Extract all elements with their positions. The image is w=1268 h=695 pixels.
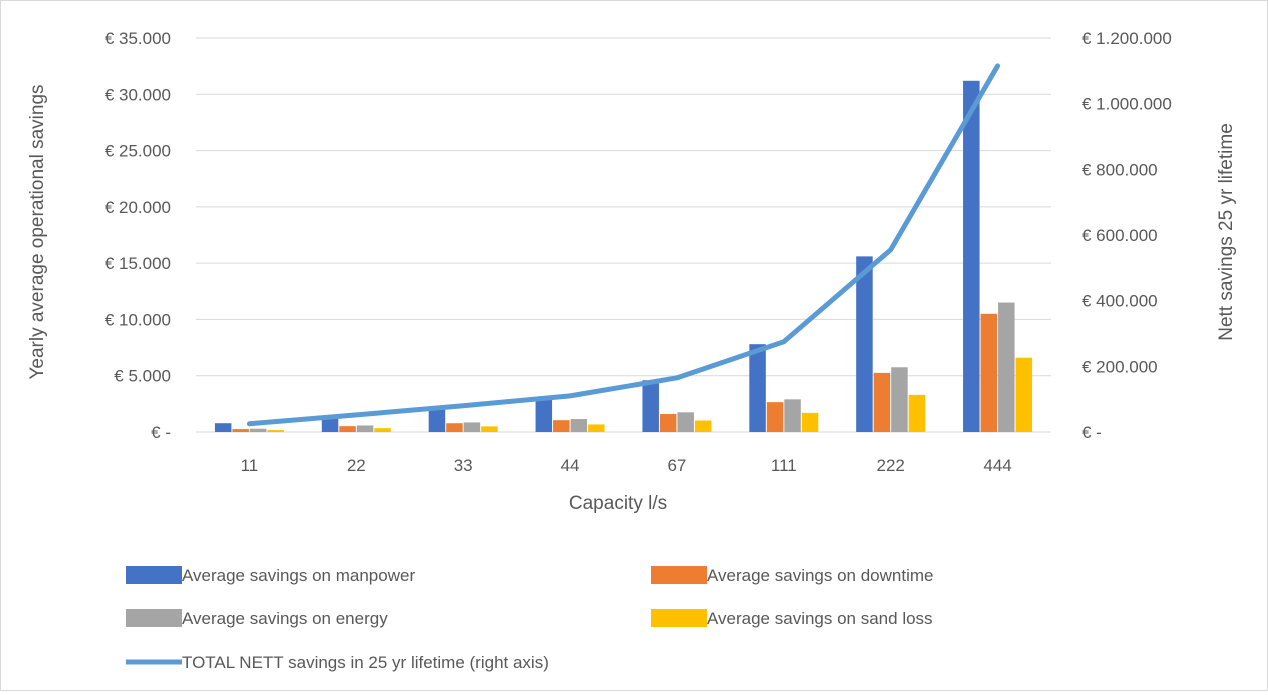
bar bbox=[963, 80, 980, 432]
legend-swatch bbox=[651, 566, 707, 584]
legend: Average savings on manpower Average savin… bbox=[126, 566, 934, 672]
x-tick-label: 11 bbox=[241, 456, 259, 475]
bar bbox=[321, 416, 339, 432]
x-tick-label: 222 bbox=[877, 456, 905, 475]
bar bbox=[891, 367, 908, 432]
y-axis-ticks: € - € 5.000 € 10.000 € 15.000 € 20.000 € 25.0… bbox=[105, 29, 171, 442]
bar bbox=[694, 420, 712, 432]
bar bbox=[463, 422, 481, 432]
bars bbox=[214, 80, 1033, 432]
y2-tick-label: € 400.000 bbox=[1082, 292, 1158, 311]
bar bbox=[339, 426, 356, 432]
bar bbox=[553, 420, 570, 432]
y-tick-label: € - bbox=[151, 423, 171, 442]
y2-tick-label: € 600.000 bbox=[1082, 226, 1158, 245]
bar bbox=[766, 402, 784, 432]
series-line bbox=[246, 63, 1001, 427]
x-axis-ticks: 11 22 33 44 67 111 222 444 bbox=[241, 456, 1012, 475]
bar bbox=[356, 425, 374, 432]
y-tick-label: € 25.000 bbox=[105, 142, 171, 161]
x-tick-label: 44 bbox=[561, 456, 580, 475]
bar bbox=[856, 256, 873, 432]
bar bbox=[428, 407, 446, 432]
bar bbox=[588, 424, 605, 432]
x-tick-label: 111 bbox=[771, 456, 797, 475]
bar bbox=[1015, 357, 1033, 432]
x-tick-label: 444 bbox=[983, 456, 1011, 475]
y2-tick-label: € 1.000.000 bbox=[1082, 95, 1172, 114]
x-axis-title: Capacity l/s bbox=[569, 493, 667, 514]
line-series bbox=[246, 63, 1001, 427]
bar bbox=[659, 413, 677, 432]
bar bbox=[749, 344, 766, 432]
legend-swatch bbox=[126, 566, 182, 584]
legend-label: Average savings on manpower bbox=[182, 566, 415, 585]
y-axis-title: Yearly average operational savings bbox=[27, 84, 48, 379]
bar bbox=[570, 419, 588, 432]
bar bbox=[784, 399, 801, 432]
x-tick-label: 33 bbox=[454, 456, 473, 475]
y2-tick-label: € 1.200.000 bbox=[1082, 29, 1172, 48]
bar bbox=[446, 423, 463, 432]
bar bbox=[998, 302, 1015, 432]
y-tick-label: € 5.000 bbox=[114, 367, 171, 386]
bar bbox=[642, 380, 659, 432]
x-tick-label: 22 bbox=[347, 456, 366, 475]
bar bbox=[249, 428, 267, 432]
y-tick-label: € 15.000 bbox=[105, 254, 171, 273]
legend-swatch bbox=[126, 609, 182, 627]
bar bbox=[374, 428, 391, 432]
bar bbox=[481, 426, 498, 432]
bar bbox=[873, 372, 891, 432]
y-tick-label: € 35.000 bbox=[105, 29, 171, 48]
bar bbox=[677, 412, 694, 432]
bar bbox=[214, 423, 232, 432]
bar bbox=[801, 412, 819, 432]
bar bbox=[908, 394, 926, 432]
legend-label: Average savings on energy bbox=[182, 609, 388, 628]
bar bbox=[535, 399, 553, 432]
y-tick-label: € 10.000 bbox=[105, 310, 171, 329]
y2-tick-label: € 200.000 bbox=[1082, 357, 1158, 376]
y-tick-label: € 20.000 bbox=[105, 198, 171, 217]
legend-label: Average savings on sand loss bbox=[707, 609, 933, 628]
y2-axis-title: Nett savings 25 yr lifetime bbox=[1216, 123, 1237, 341]
bar bbox=[980, 313, 998, 432]
legend-label: TOTAL NETT savings in 25 yr lifetime (ri… bbox=[182, 653, 549, 672]
y2-tick-label: € - bbox=[1082, 423, 1102, 442]
x-tick-label: 67 bbox=[667, 456, 686, 475]
gridlines bbox=[196, 37, 1051, 433]
y-tick-label: € 30.000 bbox=[105, 85, 171, 104]
bar bbox=[232, 429, 249, 432]
legend-label: Average savings on downtime bbox=[707, 566, 934, 585]
bar bbox=[267, 430, 284, 432]
y2-axis-ticks: € - € 200.000 € 400.000 € 600.000 € 800.000 €… bbox=[1082, 29, 1172, 442]
legend-swatch bbox=[651, 609, 707, 627]
y2-tick-label: € 800.000 bbox=[1082, 160, 1158, 179]
